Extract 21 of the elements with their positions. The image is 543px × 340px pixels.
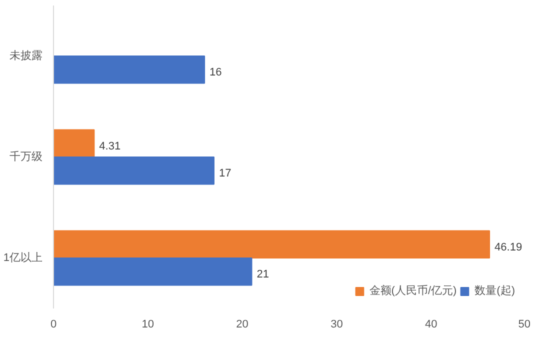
bar (54, 156, 214, 185)
bar (54, 56, 206, 84)
data-label: 46.19 (494, 241, 522, 254)
data-label: 17 (218, 168, 232, 180)
x-tick-label: 10 (142, 318, 154, 330)
x-tick-label: 20 (236, 318, 248, 330)
data-label: 16 (210, 66, 222, 79)
bar (54, 258, 252, 286)
bar (54, 230, 490, 258)
data-label: 21 (256, 268, 269, 281)
x-tick-label: 0 (50, 318, 57, 330)
data-label: 4.31 (99, 140, 121, 152)
y-tick-label: 未披露 (10, 49, 42, 62)
y-tick-label: 千万级 (10, 150, 42, 163)
legend-label: 数量(起) (474, 284, 515, 298)
x-tick-label: 50 (518, 318, 531, 330)
y-tick-label: 1亿以上 (3, 251, 43, 264)
x-tick-label: 40 (424, 318, 438, 330)
bar (54, 129, 95, 158)
x-tick-label: 30 (330, 318, 343, 330)
legend-label: 金额(人民币/亿元) (369, 284, 457, 298)
